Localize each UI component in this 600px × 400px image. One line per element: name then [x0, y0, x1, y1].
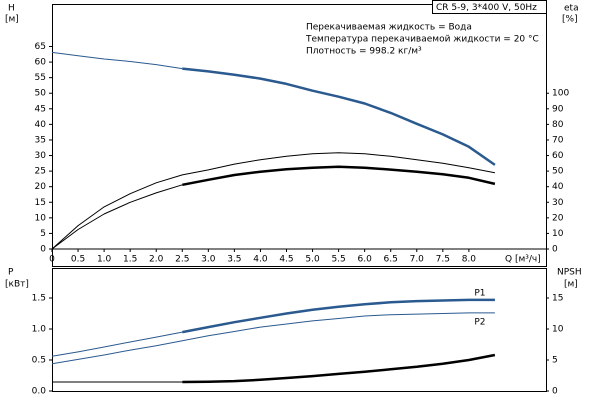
- x-tick-label: 3.5: [227, 255, 241, 265]
- x-tick-label: 7.0: [410, 255, 425, 265]
- y-tick-label: 1.5: [32, 294, 46, 304]
- x-tick-label: 6.0: [357, 255, 372, 265]
- x-tick-label: 1.0: [97, 255, 112, 265]
- y2-tick-label: 0: [552, 245, 558, 255]
- y-tick-label: 0.0: [32, 387, 47, 397]
- y2-tick-label: 50: [552, 167, 564, 177]
- curve: [51, 331, 183, 357]
- y-tick-label: 20: [35, 182, 47, 192]
- curve: [51, 312, 495, 365]
- y2-tick-label: 15: [552, 294, 563, 304]
- x-tick-label: 4.5: [279, 255, 293, 265]
- title-box: [432, 0, 547, 14]
- x-tick-label: 7.5: [436, 255, 450, 265]
- y-tick-label: 5: [40, 229, 46, 239]
- y-tick-label: 60: [35, 58, 47, 68]
- y2-tick-label: 10: [552, 229, 564, 239]
- y-tick-label: 1.0: [32, 325, 47, 335]
- y-tick-label: 65: [35, 42, 46, 52]
- y-tick-label: 55: [35, 73, 46, 83]
- y-tick-label: 30: [35, 151, 47, 161]
- curve: [51, 152, 495, 250]
- y2-axis-label: eta: [564, 4, 579, 14]
- x-tick-label: 1.5: [123, 255, 137, 265]
- y-axis-label: H: [8, 4, 15, 14]
- y-tick-label: 0: [40, 245, 46, 255]
- y2-tick-label: 10: [552, 325, 564, 335]
- x-tick-label: 2.5: [175, 255, 189, 265]
- series-label: P2: [474, 317, 485, 327]
- curve: [182, 298, 495, 334]
- annotation: Температура перекачиваемой жидкости = 20…: [305, 35, 539, 45]
- curve: [182, 353, 496, 384]
- y2-axis-label: NPSH: [557, 268, 582, 278]
- curve: [51, 51, 183, 70]
- y2-tick-label: 30: [552, 198, 564, 208]
- x-tick-label: 4.0: [253, 255, 268, 265]
- y2-tick-label: 20: [552, 213, 564, 223]
- x-tick-label: 6.5: [384, 255, 398, 265]
- y-tick-label: 35: [35, 135, 46, 145]
- chart-title: CR 5-9, 3*400 V, 50Hz: [436, 3, 537, 13]
- curve: [182, 67, 496, 166]
- x-tick-label: 2.0: [149, 255, 164, 265]
- x-tick-label: 0: [49, 255, 55, 265]
- curve: [182, 165, 496, 187]
- y2-tick-label: 100: [552, 89, 569, 99]
- x-tick-label: 3.0: [201, 255, 216, 265]
- y-tick-label: 15: [35, 198, 46, 208]
- y-tick-label: 10: [35, 213, 47, 223]
- y-tick-label: 0.5: [32, 356, 46, 366]
- top-frame: [52, 4, 547, 267]
- y-axis-unit: [кВт]: [5, 280, 29, 290]
- y2-tick-label: 80: [552, 120, 564, 130]
- y2-axis-unit: [м]: [564, 280, 578, 290]
- y2-tick-label: 90: [552, 104, 564, 114]
- annotation: Плотность = 998.2 кг/м³: [306, 47, 422, 57]
- y2-tick-label: 40: [552, 182, 564, 192]
- y-axis-label: P: [8, 268, 14, 278]
- series-label: P1: [474, 288, 485, 298]
- y-axis-unit: [м]: [5, 15, 19, 25]
- x-tick-label: 0.5: [71, 255, 85, 265]
- y2-tick-label: 0: [552, 387, 558, 397]
- y-tick-label: 25: [35, 167, 46, 177]
- y2-tick-label: 70: [552, 135, 564, 145]
- annotation: Перекачиваемая жидкость = Вода: [306, 23, 472, 33]
- x-axis-label: Q [м³/ч]: [505, 255, 541, 265]
- x-tick-label: 8.0: [462, 255, 477, 265]
- y2-tick-label: 5: [552, 356, 558, 366]
- x-tick-label: 5.0: [305, 255, 320, 265]
- curve: [51, 184, 183, 250]
- y2-tick-label: 60: [552, 151, 564, 161]
- y2-axis-unit: [%]: [562, 15, 578, 25]
- y-tick-label: 45: [35, 104, 46, 114]
- x-tick-label: 5.5: [331, 255, 345, 265]
- y-tick-label: 50: [35, 89, 47, 99]
- bottom-frame: [52, 268, 547, 392]
- y-tick-label: 40: [35, 120, 47, 130]
